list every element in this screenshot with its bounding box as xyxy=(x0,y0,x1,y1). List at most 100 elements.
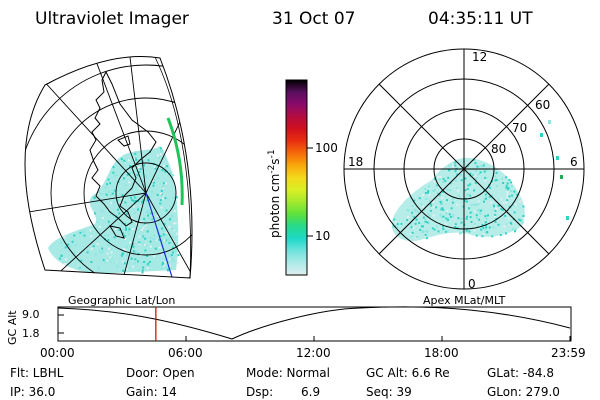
emission-pixel xyxy=(162,261,164,264)
emission-pixel xyxy=(134,258,137,261)
emission-pixel xyxy=(146,211,149,214)
emission-pixel xyxy=(158,246,161,249)
emission-pixel xyxy=(97,266,100,269)
emission-pixel xyxy=(482,226,485,229)
emission-pixel xyxy=(141,235,144,238)
emission-pixel xyxy=(484,222,486,225)
emission-pixel xyxy=(446,209,449,212)
emission-pixel xyxy=(424,233,427,236)
emission-pixel xyxy=(447,219,449,222)
emission-pixel xyxy=(441,196,444,199)
emission-pixel xyxy=(409,233,412,236)
emission-pixel xyxy=(111,192,114,195)
emission-pixel xyxy=(508,195,511,198)
emission-pixel xyxy=(134,251,137,253)
emission-pixel xyxy=(437,230,440,233)
emission-pixel xyxy=(452,214,455,217)
emission-pixel xyxy=(141,200,144,203)
emission-pixel xyxy=(515,228,517,231)
emission-pixel xyxy=(154,167,157,170)
emission-pixel xyxy=(138,161,141,164)
emission-pixel xyxy=(134,152,137,155)
emission-pixel xyxy=(101,250,104,253)
emission-pixel xyxy=(427,190,430,192)
emission-pixel xyxy=(162,182,165,185)
limb-line xyxy=(154,56,191,279)
emission-pixel xyxy=(156,193,159,196)
emission-pixel xyxy=(456,203,459,206)
emission-pixel xyxy=(160,206,163,209)
emission-pixel xyxy=(455,186,458,189)
emission-pixel xyxy=(144,249,147,252)
emission-pixel xyxy=(519,219,522,222)
emission-pixel xyxy=(411,231,414,234)
emission-pixel xyxy=(112,171,115,174)
emission-pixel xyxy=(496,184,498,187)
emission-pixel xyxy=(137,260,140,263)
emission-pixel xyxy=(418,197,421,200)
emission-pixel xyxy=(163,164,166,167)
emission-pixel xyxy=(411,211,414,214)
emission-pixel xyxy=(168,264,171,267)
emission-pixel xyxy=(469,183,472,186)
emission-pixel xyxy=(108,209,111,212)
emission-pixel xyxy=(506,199,509,201)
emission-pixel xyxy=(444,180,447,182)
dsp-value: 6.9 xyxy=(301,385,320,399)
xtick-label-2359: 23:59 xyxy=(551,346,586,360)
emission-pixel xyxy=(123,177,125,180)
emission-pixel xyxy=(130,257,133,260)
emission-pixel xyxy=(465,217,468,220)
emission-pixel xyxy=(83,234,86,237)
emission-pixel xyxy=(162,239,164,242)
emission-pixel xyxy=(63,236,66,239)
emission-pixel xyxy=(436,184,439,187)
orbit-timeline: 9.0 1.8 GC Alt 00:00 06:00 12:00 18:00 2… xyxy=(6,306,586,360)
emission-pixel xyxy=(481,235,484,238)
emission-pixel xyxy=(466,193,469,196)
emission-pixel xyxy=(441,201,443,204)
emission-pixel xyxy=(509,206,512,209)
emission-pixel xyxy=(427,185,430,188)
emission-pixel xyxy=(477,165,480,168)
emission-pixel xyxy=(124,201,127,204)
emission-pixel xyxy=(141,160,144,163)
emission-pixel xyxy=(159,199,162,202)
emission-pixel xyxy=(494,179,497,182)
emission-pixel xyxy=(471,204,473,207)
mode-status: Mode: Normal xyxy=(246,366,330,380)
emission-pixel xyxy=(160,193,163,196)
emission-pixel xyxy=(426,237,428,240)
emission-pixel xyxy=(435,206,438,209)
emission-pixel xyxy=(120,197,123,200)
emission-pixel xyxy=(451,201,454,204)
emission-pixel xyxy=(505,184,508,187)
emission-pixel xyxy=(445,217,448,220)
emission-pixel xyxy=(90,261,93,263)
emission-pixel xyxy=(113,174,116,177)
emission-pixel xyxy=(158,166,161,168)
emission-pixel xyxy=(118,212,121,215)
emission-pixel xyxy=(153,166,156,168)
emission-pixel xyxy=(482,233,485,236)
emission-pixel xyxy=(429,203,432,205)
emission-pixel xyxy=(82,230,85,233)
emission-pixel xyxy=(163,223,166,226)
emission-pixel xyxy=(161,169,164,172)
date-label: 31 Oct 07 xyxy=(272,9,355,29)
emission-pixel xyxy=(497,204,500,207)
emission-pixel xyxy=(94,253,97,256)
emission-pixel xyxy=(519,200,522,203)
emission-pixel xyxy=(171,215,174,218)
emission-pixel xyxy=(466,227,469,230)
emission-pixel xyxy=(474,162,477,165)
emission-pixel xyxy=(141,180,144,182)
mlt-label-18: 18 xyxy=(348,155,363,169)
emission-pixel xyxy=(168,242,171,244)
emission-pixel xyxy=(469,216,472,219)
emission-pixel xyxy=(99,225,102,228)
emission-pixel xyxy=(170,254,173,257)
emission-pixel xyxy=(123,228,126,231)
emission-pixel xyxy=(470,221,473,223)
emission-pixel xyxy=(142,266,145,269)
